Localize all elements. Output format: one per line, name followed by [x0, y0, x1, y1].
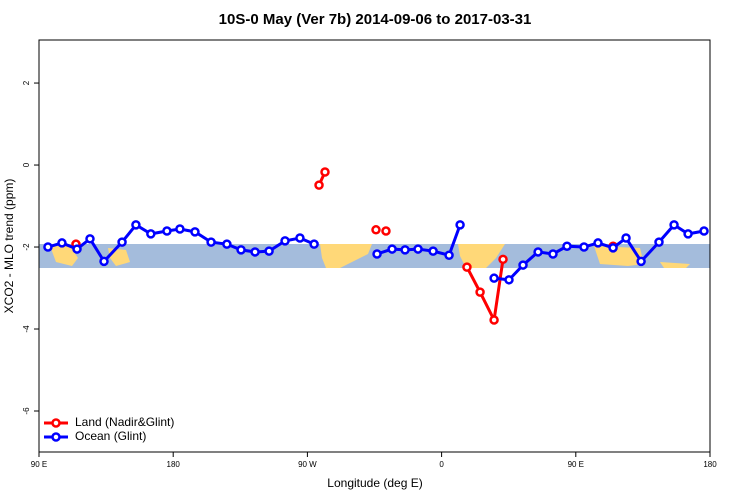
point [372, 249, 382, 259]
chart-title: 10S-0 May (Ver 7b) 2014-09-06 to 2017-03… [219, 11, 532, 28]
y-axis-label: XCO2 - MLO trend (ppm) [2, 179, 16, 314]
point [504, 275, 514, 285]
point [387, 244, 397, 254]
x-axis-label: Longitude (deg E) [327, 476, 422, 490]
x-tick-label: 90 W [298, 460, 317, 469]
point [621, 233, 631, 243]
y-tick-label: -6 [22, 407, 31, 415]
point [131, 220, 141, 230]
map-land [458, 244, 505, 268]
point [146, 229, 156, 239]
point [236, 245, 246, 255]
point [371, 225, 381, 235]
point [455, 220, 465, 230]
point [562, 241, 572, 251]
legend-marker [51, 418, 61, 428]
point [280, 236, 290, 246]
point [475, 287, 485, 297]
point [593, 238, 603, 248]
point [579, 242, 589, 252]
point [548, 249, 558, 259]
y-tick-label: 2 [22, 80, 31, 85]
point [669, 220, 679, 230]
map-land [50, 246, 130, 266]
point [85, 234, 95, 244]
y-tick-label: -4 [22, 325, 31, 333]
point [190, 227, 200, 237]
point [608, 243, 618, 253]
point [295, 233, 305, 243]
point [222, 239, 232, 249]
point [117, 237, 127, 247]
point [683, 229, 693, 239]
point [699, 226, 709, 236]
point [533, 247, 543, 257]
point [462, 262, 472, 272]
point [250, 247, 260, 257]
point [175, 224, 185, 234]
point [320, 167, 330, 177]
point [636, 256, 646, 267]
point [428, 246, 438, 256]
plot-frame [38, 39, 711, 453]
point [99, 256, 109, 267]
y-tick-label: -2 [22, 243, 31, 251]
point [400, 245, 410, 255]
legend-label: Land (Nadir&Glint) [75, 415, 174, 429]
point [264, 246, 274, 256]
point [381, 226, 391, 236]
point [57, 238, 67, 248]
map-land [320, 244, 372, 268]
point [309, 239, 319, 249]
legend-marker [51, 432, 61, 442]
point [489, 315, 499, 325]
point [444, 250, 454, 260]
x-tick-label: 90 E [568, 460, 584, 469]
x-tick-label: 180 [167, 460, 181, 469]
point [162, 226, 172, 236]
point [498, 254, 508, 265]
point [206, 237, 216, 247]
point [72, 244, 82, 254]
x-tick-label: 90 E [31, 460, 47, 469]
x-tick-label: 0 [439, 460, 444, 469]
point [518, 260, 528, 270]
point [654, 237, 664, 247]
point [489, 273, 499, 283]
legend-label: Ocean (Glint) [75, 429, 146, 443]
y-tick-label: 0 [22, 162, 31, 167]
x-tick-label: 180 [703, 460, 717, 469]
point [43, 242, 53, 252]
point [413, 244, 423, 254]
point [314, 180, 324, 190]
